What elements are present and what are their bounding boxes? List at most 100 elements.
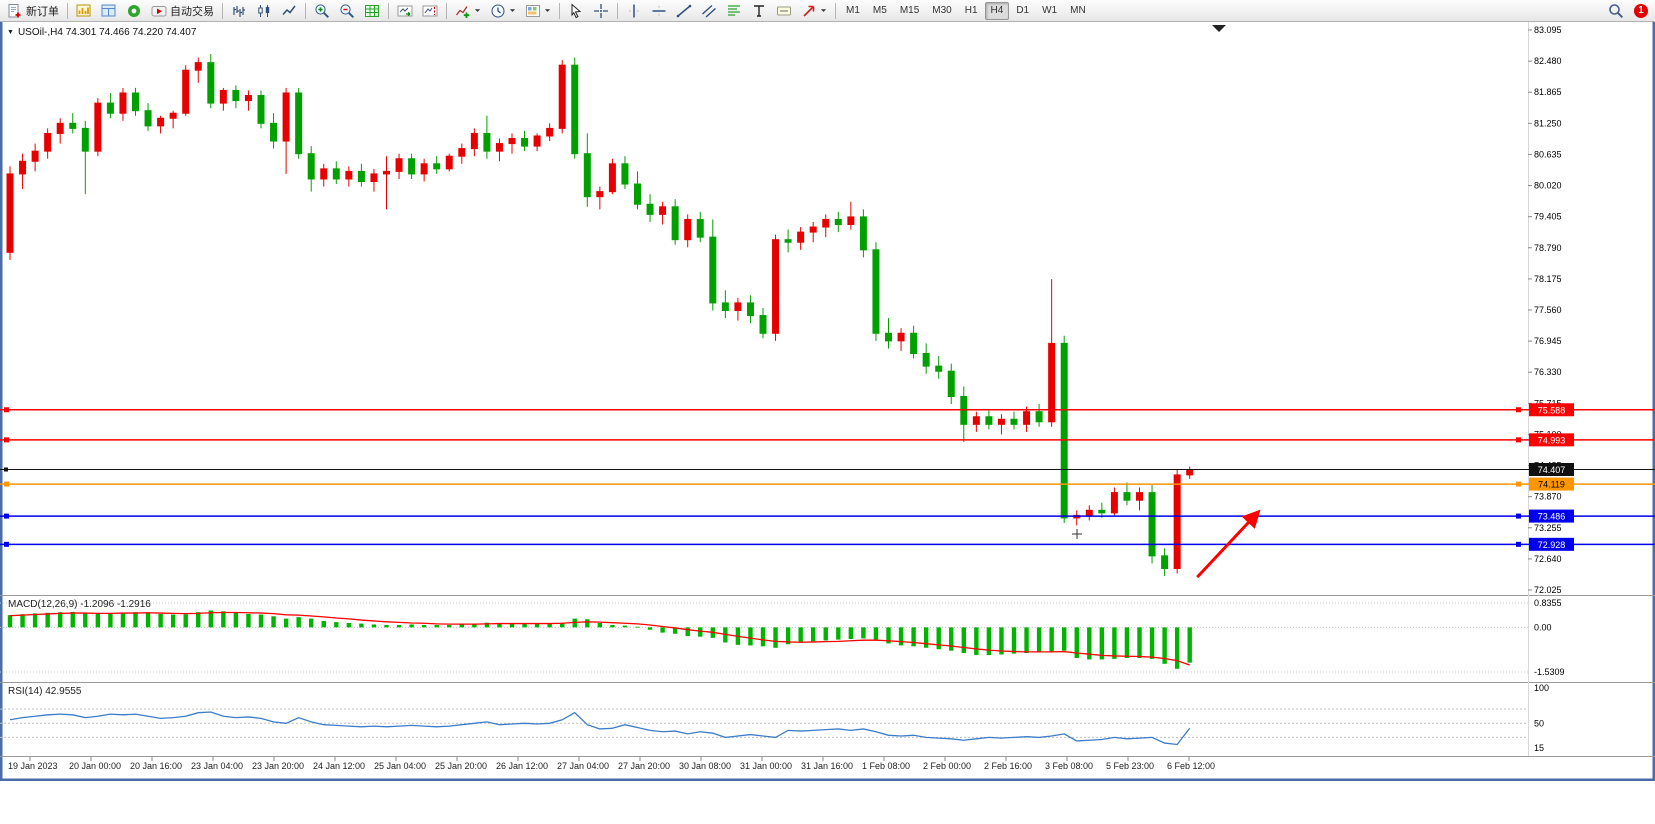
- macd-histogram-bar: [271, 616, 276, 628]
- market-watch-button[interactable]: [122, 1, 146, 21]
- candle: [56, 118, 64, 144]
- bars-mode-button[interactable]: [227, 1, 251, 21]
- templates-icon: [525, 3, 541, 19]
- grid-icon: [364, 3, 380, 19]
- profiles-button[interactable]: [97, 1, 121, 21]
- tf-h1-button-label: H1: [964, 5, 978, 16]
- horizontal-line-button[interactable]: [647, 1, 671, 21]
- hline-handle[interactable]: [4, 481, 9, 487]
- candle: [332, 161, 340, 185]
- hline-handle[interactable]: [1516, 541, 1521, 547]
- price-scale-box: [1529, 433, 1574, 447]
- zoom-in-button[interactable]: [310, 1, 334, 21]
- templates-button[interactable]: [521, 1, 555, 21]
- time-axis-label: 3 Feb 08:00: [1045, 761, 1093, 771]
- hline-handle[interactable]: [4, 541, 9, 547]
- auto-trading-button[interactable]: 自动交易: [147, 1, 218, 21]
- macd-histogram-bar: [660, 627, 665, 633]
- macd-histogram-bar: [1174, 627, 1180, 669]
- vertical-line-button[interactable]: [622, 1, 646, 21]
- tf-m15-button[interactable]: M15: [894, 2, 925, 20]
- cursor-button[interactable]: [564, 1, 588, 21]
- window-border-left: [0, 22, 3, 780]
- macd-histogram-bar: [384, 625, 389, 628]
- annotation-arrow[interactable]: [1196, 509, 1261, 579]
- macd-histogram-bar: [1074, 627, 1079, 658]
- hline-handle[interactable]: [4, 437, 9, 443]
- candle: [282, 87, 290, 174]
- time-axis-label: 23 Jan 20:00: [252, 761, 304, 771]
- candle: [458, 143, 466, 164]
- tf-mn-button[interactable]: MN: [1064, 2, 1092, 20]
- candle: [859, 209, 867, 258]
- macd-histogram-bar: [258, 614, 264, 628]
- tf-h1-button[interactable]: H1: [959, 2, 984, 20]
- macd-histogram-bar: [1062, 627, 1067, 651]
- tf-h4-button-label: H4: [990, 5, 1004, 16]
- macd-histogram-bar: [7, 615, 13, 628]
- tf-m1-button[interactable]: M1: [840, 2, 866, 20]
- candle: [646, 194, 654, 222]
- time-axis: [29, 757, 1190, 761]
- text-button[interactable]: [747, 1, 771, 21]
- macd-histogram-bar: [773, 627, 778, 648]
- macd-histogram-bar: [610, 625, 615, 628]
- caret-down-icon[interactable]: [544, 7, 551, 14]
- arrows-button[interactable]: [797, 1, 831, 21]
- price-scale-box-label: 74.407: [1538, 465, 1566, 475]
- caret-down-icon[interactable]: [509, 7, 516, 14]
- macd-histogram-bar: [120, 612, 126, 628]
- zoom-out-button[interactable]: [335, 1, 359, 21]
- caret-down-icon[interactable]: [820, 7, 827, 14]
- candle: [383, 156, 390, 210]
- price-axis-label: 72.025: [1534, 585, 1562, 595]
- time-axis-label: 27 Jan 04:00: [557, 761, 609, 771]
- candle: [521, 130, 529, 152]
- label-icon: [776, 3, 792, 19]
- vline-icon: [626, 3, 642, 19]
- candle: [433, 156, 441, 174]
- macd-histogram-bar: [170, 614, 176, 628]
- hline-handle[interactable]: [1516, 407, 1521, 413]
- candle: [847, 201, 855, 230]
- hline-handle[interactable]: [4, 407, 9, 413]
- notification-badge[interactable]: 1: [1634, 3, 1648, 18]
- auto-scroll-icon: [397, 3, 413, 19]
- toolbar-separator: [222, 2, 223, 19]
- tf-w1-button[interactable]: W1: [1036, 2, 1063, 20]
- macd-histogram-bar: [58, 612, 63, 628]
- hline-handle[interactable]: [1516, 437, 1521, 443]
- time-axis-label: 6 Feb 12:00: [1167, 761, 1215, 771]
- trendline-button[interactable]: [672, 1, 696, 21]
- indicators-button[interactable]: [451, 1, 485, 21]
- chart-menu-triangle-icon[interactable]: [1212, 25, 1226, 32]
- auto-scroll-button[interactable]: [393, 1, 417, 21]
- label-button[interactable]: [772, 1, 796, 21]
- crosshair-button[interactable]: [589, 1, 613, 21]
- hline-handle[interactable]: [1516, 481, 1521, 487]
- chart-shift-button[interactable]: [418, 1, 442, 21]
- hline-handle[interactable]: [1516, 513, 1521, 519]
- new-order-button[interactable]: 新订单: [3, 1, 63, 21]
- channel-button[interactable]: [697, 1, 721, 21]
- time-axis-label: 25 Jan 04:00: [374, 761, 426, 771]
- candles-mode-button[interactable]: [252, 1, 276, 21]
- candle: [659, 201, 667, 225]
- new-chart-button[interactable]: [72, 1, 96, 21]
- tf-m30-button[interactable]: M30: [926, 2, 957, 20]
- line-mode-button[interactable]: [277, 1, 301, 21]
- tile-windows-button[interactable]: [360, 1, 384, 21]
- tf-h4-button[interactable]: H4: [984, 1, 1010, 20]
- collapse-triangle-icon[interactable]: ▼: [7, 29, 14, 36]
- caret-down-icon[interactable]: [474, 7, 481, 14]
- hline-handle[interactable]: [4, 513, 9, 519]
- search-button[interactable]: [1604, 1, 1628, 21]
- tf-m5-button[interactable]: M5: [867, 2, 893, 20]
- macd-histogram-bar: [961, 627, 966, 654]
- toolbar-separator: [388, 2, 389, 19]
- periods-button[interactable]: [486, 1, 520, 21]
- fibonacci-button[interactable]: [722, 1, 746, 21]
- tf-d1-button[interactable]: D1: [1010, 2, 1035, 20]
- auto-trading-button-label: 自动交易: [170, 5, 214, 18]
